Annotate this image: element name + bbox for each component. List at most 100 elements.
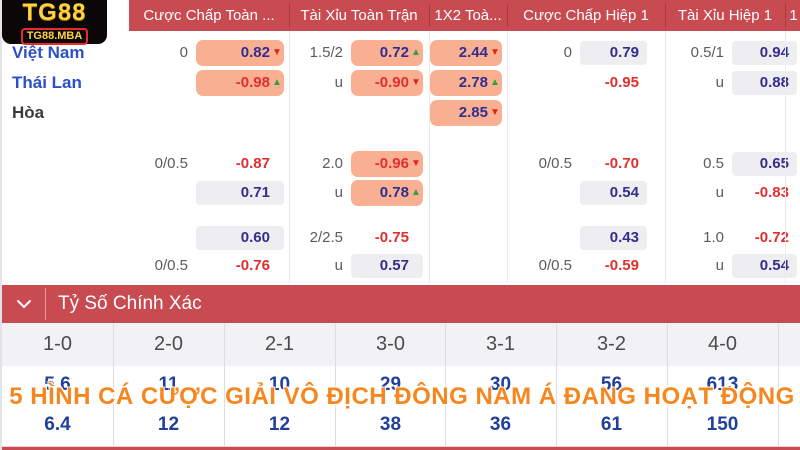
odds-cell-cc_toan[interactable]: -0.87 [196, 151, 284, 177]
score-odds-cell[interactable]: 6.4 [44, 414, 71, 435]
odds-value: 0.88 [759, 74, 789, 91]
divider [224, 323, 225, 446]
score-odds-cell[interactable]: 30 [489, 374, 512, 395]
odds-cell-x12[interactable]: 2.44 ▼ [430, 40, 502, 66]
odds-value: 0.72 [379, 44, 409, 61]
odds-cell-cc_h1[interactable]: 0.43 [580, 226, 647, 250]
odds-cell-tx_toan[interactable]: -0.90 ▼ [351, 70, 423, 96]
odds-value: 0.43 [609, 229, 639, 246]
divider [556, 323, 557, 446]
odds-cell-cc_h1[interactable]: -0.59 [580, 253, 647, 279]
handicap-value: 0 [563, 44, 572, 61]
divider [289, 31, 290, 283]
odds-cell-cc_h1[interactable]: -0.70 [580, 151, 647, 177]
odds-cell-cc_toan[interactable]: -0.98 ▲ [196, 70, 284, 96]
handicap-value: 0/0.5 [154, 257, 188, 274]
odds-cell-cc_h1[interactable]: 0.54 [580, 181, 647, 205]
odds-cell-tx_toan[interactable]: 0.57 [351, 254, 423, 278]
tg88-logo-domain: TG88.MBA [20, 28, 89, 45]
divider [445, 323, 446, 446]
score-odds-cell[interactable]: 36 [489, 414, 512, 435]
correct-score-title: Tỷ Số Chính Xác [58, 293, 202, 314]
odds-value: 0.82 [240, 44, 270, 61]
handicap-value: u [715, 184, 724, 201]
handicap-value: 0/0.5 [154, 155, 188, 172]
odds-cell-tx_toan[interactable]: 0.72 ▲ [351, 40, 423, 66]
odds-value: 0.65 [759, 155, 789, 172]
odds-cell-tx_h1[interactable]: 0.54 [732, 254, 797, 278]
odds-cell-tx_h1[interactable]: 0.65 [732, 152, 797, 176]
score-column-header: 4-0 [708, 333, 737, 355]
handicap-value: 0 [179, 44, 188, 61]
score-odds-cell[interactable]: 61 [600, 414, 623, 435]
column-header-x12: 1X2 Toà... [434, 7, 502, 24]
handicap-value: u [715, 74, 724, 91]
score-column-header: 2-0 [154, 333, 183, 355]
odds-value: 2.44 [458, 44, 488, 61]
odds-cell-cc_toan[interactable]: 0.60 [196, 226, 284, 250]
divider [665, 31, 666, 283]
odds-value: -0.72 [754, 229, 789, 246]
trend-up-icon: ▲ [272, 77, 282, 88]
correct-score-section-header[interactable]: Tỷ Số Chính Xác [2, 285, 800, 323]
odds-cell-tx_h1[interactable]: 0.88 [732, 71, 797, 95]
score-column-header: 2-1 [265, 333, 294, 355]
divider [113, 323, 114, 446]
odds-value: 0.60 [240, 229, 270, 246]
score-odds-cell[interactable]: 56 [600, 374, 623, 395]
chevron-down-icon [16, 297, 32, 315]
odds-cell-cc_toan[interactable]: 0.71 [196, 181, 284, 205]
handicap-value: u [334, 257, 343, 274]
handicap-value: 0.5/1 [690, 44, 724, 61]
score-odds-cell[interactable]: 10 [268, 374, 291, 395]
score-column-header: 3-2 [597, 333, 626, 355]
odds-cell-tx_h1[interactable]: -0.72 [732, 225, 797, 251]
score-odds-cell[interactable]: 5.6 [44, 374, 71, 395]
odds-value: 0.54 [759, 257, 789, 274]
divider [507, 4, 508, 27]
odds-cell-tx_toan[interactable]: -0.75 [351, 225, 423, 251]
trend-up-icon: ▲ [411, 187, 421, 198]
score-odds-cell[interactable]: 12 [268, 414, 291, 435]
divider [507, 31, 508, 283]
bottom-section-bar [2, 446, 800, 450]
score-column-header: 3-0 [376, 333, 405, 355]
promo-overlay-text: 5 HÌNH CÁ CƯỢC GIẢI VÔ ĐỊCH ĐÔNG NAM Á Đ… [9, 383, 795, 410]
odds-value: -0.90 [374, 74, 409, 91]
odds-value: -0.87 [235, 155, 270, 172]
odds-cell-tx_toan[interactable]: -0.96 ▼ [351, 151, 423, 177]
handicap-value: 0/0.5 [538, 257, 572, 274]
odds-cell-x12[interactable]: 2.85 ▼ [430, 100, 502, 126]
odds-cell-cc_toan[interactable]: -0.76 [196, 253, 284, 279]
odds-value: -0.75 [374, 229, 409, 246]
handicap-value: u [334, 184, 343, 201]
odds-cell-tx_h1[interactable]: -0.83 [732, 180, 797, 206]
odds-value: -0.83 [754, 184, 789, 201]
team-label-2: Thái Lan [12, 73, 82, 92]
tg88-logo[interactable]: TG88 TG88.MBA [2, 0, 107, 45]
handicap-value: u [715, 257, 724, 274]
odds-cell-cc_h1[interactable]: 0.79 [580, 41, 647, 65]
odds-cell-cc_h1[interactable]: -0.95 [580, 70, 647, 96]
trend-down-icon: ▼ [490, 107, 500, 118]
score-odds-cell[interactable]: 12 [157, 414, 180, 435]
divider [429, 4, 430, 27]
odds-cell-cc_toan[interactable]: 0.82 ▼ [196, 40, 284, 66]
odds-column-header-bar: Cược Chấp Toàn ... Tài Xỉu Toàn Trận 1X2 T… [129, 0, 800, 31]
score-odds-cell[interactable]: 11 [158, 374, 179, 395]
odds-cell-tx_toan[interactable]: 0.78 ▲ [351, 180, 423, 206]
score-odds-cell[interactable]: 29 [379, 374, 402, 395]
odds-cell-x12[interactable]: 2.78 ▲ [430, 70, 502, 96]
handicap-value: 1.0 [703, 229, 724, 246]
trend-down-icon: ▼ [272, 47, 282, 58]
score-odds-cell[interactable]: 150 [706, 414, 739, 435]
divider [665, 4, 666, 27]
team-label-3: Hòa [12, 103, 45, 122]
team-label-1: Việt Nam [12, 43, 85, 62]
tg88-logo-text: TG88 [22, 0, 87, 26]
odds-cell-tx_h1[interactable]: 0.94 [732, 41, 797, 65]
score-odds-cell[interactable]: 613 [706, 374, 739, 395]
score-odds-cell[interactable]: 38 [379, 414, 402, 435]
odds-value: -0.76 [235, 257, 270, 274]
